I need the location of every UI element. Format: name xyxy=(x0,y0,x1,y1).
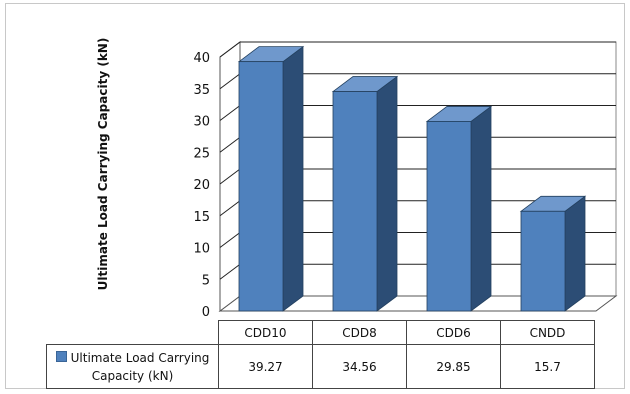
gridline-side xyxy=(219,41,241,58)
legend-label: Ultimate Load Carrying Capacity (kN) xyxy=(70,350,210,383)
table-value-cndd: 15.7 xyxy=(500,344,595,389)
bar-cdd6 xyxy=(425,105,493,312)
table-category-cdd6: CDD6 xyxy=(406,320,501,345)
table-category-cndd: CNDD xyxy=(500,320,595,345)
legend-entry: Ultimate Load Carrying Capacity (kN) xyxy=(46,344,219,389)
bar-front xyxy=(426,121,472,312)
gridline-side xyxy=(219,105,241,121)
gridline-side xyxy=(219,200,241,217)
bar-side xyxy=(376,75,398,312)
table-category-cdd8: CDD8 xyxy=(312,320,407,345)
gridline-side xyxy=(219,232,241,248)
y-tick-label: 10 xyxy=(193,242,210,257)
y-tick-label: 25 xyxy=(193,146,210,161)
data-table-value-row: Ultimate Load Carrying Capacity (kN) 39.… xyxy=(46,344,595,389)
y-tick-label: 0 xyxy=(202,305,210,320)
gridline-side xyxy=(219,136,241,153)
y-tick-label: 30 xyxy=(193,115,210,130)
y-axis-title: Ultimate Load Carrying Capacity (kN) xyxy=(96,38,110,291)
gridline-side xyxy=(219,168,241,185)
y-tick-label: 40 xyxy=(193,51,210,66)
table-value-cdd8: 34.56 xyxy=(312,344,407,389)
y-tick-label: 35 xyxy=(193,83,210,98)
gridline-side xyxy=(219,73,241,90)
data-table-header-row: CDD10 CDD8 CDD6 CNDD xyxy=(46,320,595,345)
legend-swatch xyxy=(55,350,67,362)
gridline-side xyxy=(219,263,241,280)
bar-cdd8 xyxy=(331,75,399,312)
bar-cndd xyxy=(519,195,587,312)
table-category-cdd10: CDD10 xyxy=(218,320,313,345)
bars xyxy=(237,45,587,312)
bar-front xyxy=(520,210,566,312)
bar-chart: 0 5 10 15 20 25 30 35 40 Ultimate Load Carrying … xyxy=(96,38,618,320)
y-tick-label: 15 xyxy=(193,210,210,225)
bar-front xyxy=(238,61,284,312)
bar-front xyxy=(332,91,378,312)
bar-side xyxy=(470,105,492,312)
table-value-cdd10: 39.27 xyxy=(218,344,313,389)
y-axis-ticks: 0 5 10 15 20 25 30 35 40 xyxy=(193,51,210,320)
bar-side xyxy=(564,195,586,312)
chart-frame: 0 5 10 15 20 25 30 35 40 Ultimate Load Carrying … xyxy=(5,3,625,389)
bar-side xyxy=(282,45,304,312)
y-tick-label: 20 xyxy=(193,178,210,193)
data-table: CDD10 CDD8 CDD6 CNDD Ultimate Load Carry… xyxy=(46,320,595,389)
bar-cdd10 xyxy=(237,45,305,312)
table-corner xyxy=(46,320,219,345)
table-value-cdd6: 29.85 xyxy=(406,344,501,389)
y-tick-label: 5 xyxy=(202,273,210,288)
